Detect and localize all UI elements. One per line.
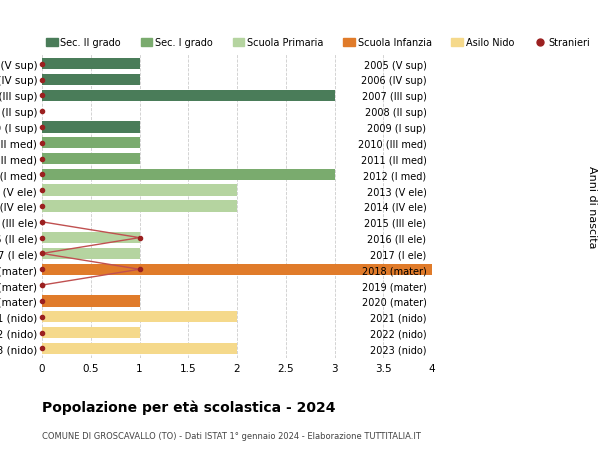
Bar (42, 248, 139, 259)
Bar (42, 343, 237, 354)
Bar (42, 296, 139, 307)
Bar (42, 59, 139, 70)
Bar (42, 185, 237, 196)
Bar (42, 232, 139, 244)
Legend: Sec. II grado, Sec. I grado, Scuola Primaria, Scuola Infanzia, Asilo Nido, Stran: Sec. II grado, Sec. I grado, Scuola Prim… (42, 34, 594, 52)
Bar (42, 264, 432, 275)
Bar (42, 75, 139, 86)
Text: Popolazione per età scolastica - 2024: Popolazione per età scolastica - 2024 (42, 399, 335, 414)
Bar (42, 138, 139, 149)
Text: Anni di nascita: Anni di nascita (587, 165, 597, 248)
Bar (42, 201, 237, 212)
Bar (42, 153, 139, 165)
Bar (42, 311, 237, 323)
Bar (42, 169, 335, 181)
Text: COMUNE DI GROSCAVALLO (TO) - Dati ISTAT 1° gennaio 2024 - Elaborazione TUTTITALI: COMUNE DI GROSCAVALLO (TO) - Dati ISTAT … (42, 431, 421, 441)
Bar (42, 122, 139, 133)
Bar (42, 327, 139, 338)
Bar (42, 90, 335, 102)
